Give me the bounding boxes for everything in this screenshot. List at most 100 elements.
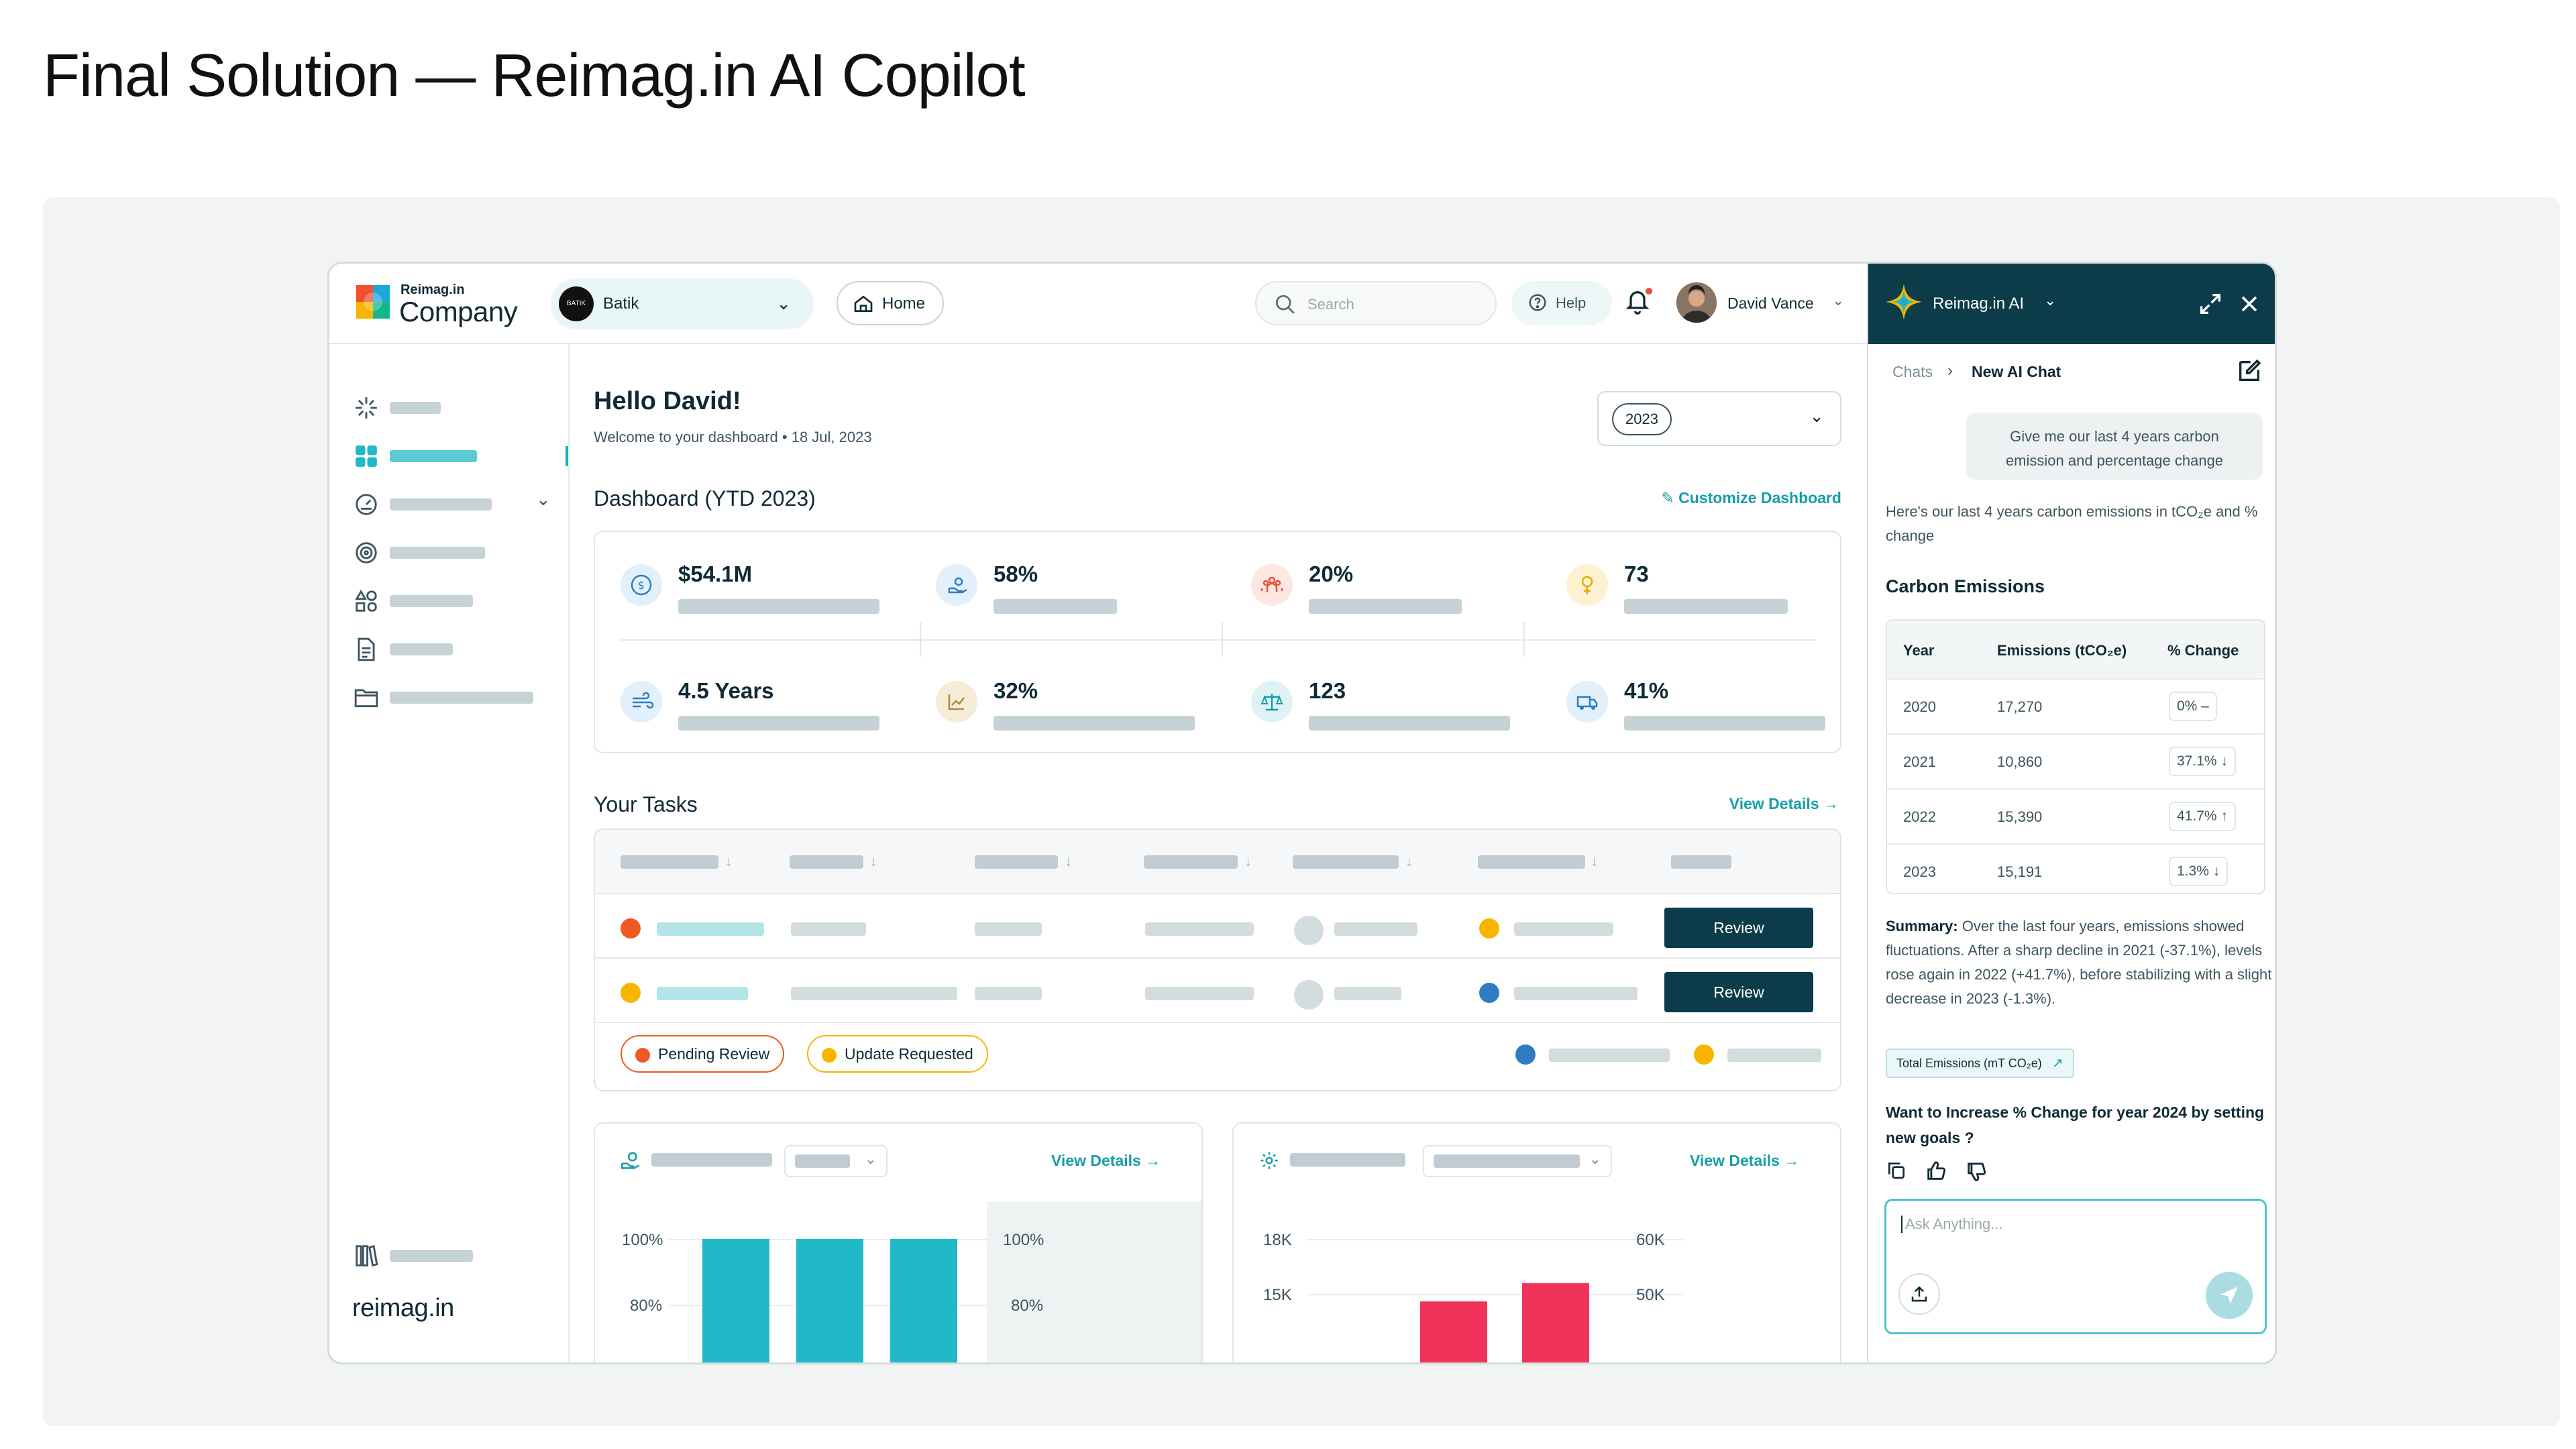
summary-label: Summary: [1886, 918, 1958, 934]
kpi-label-placeholder [678, 716, 879, 731]
column-header-change: % Change [2167, 642, 2239, 659]
legend-update-requested[interactable]: Update Requested [807, 1035, 988, 1073]
send-button[interactable] [2206, 1272, 2253, 1319]
chat-input-placeholder: Ask Anything... [1901, 1216, 2003, 1233]
kpi-divider [920, 622, 921, 657]
review-button[interactable]: Review [1664, 972, 1813, 1012]
upload-button[interactable] [1898, 1273, 1940, 1315]
expand-icon[interactable] [2197, 290, 2224, 317]
kpi-tile[interactable]: 58% [936, 552, 1218, 633]
tasks-title: Your Tasks [594, 792, 698, 816]
kpi-tile[interactable]: 20% [1251, 552, 1533, 633]
close-icon[interactable] [2236, 290, 2263, 317]
kpi-label-placeholder [994, 599, 1117, 614]
chart-card: ⌄ View Details → 18K 15K 60K 50K [1232, 1122, 1841, 1362]
column-header[interactable] [1293, 855, 1399, 869]
kpi-tile[interactable]: 32% [936, 669, 1218, 749]
kpi-tile[interactable]: 4.5 Years [621, 669, 902, 749]
hand-coins-icon [936, 564, 977, 606]
table-row[interactable]: Review [595, 959, 1840, 1023]
sidebar-item-placeholder [390, 498, 492, 511]
column-header[interactable] [621, 855, 718, 869]
document-status-icon [621, 918, 641, 938]
column-header[interactable] [975, 855, 1058, 869]
thumbs-up-icon[interactable] [1925, 1160, 1947, 1186]
cell-placeholder [975, 922, 1042, 936]
chevron-down-icon: ⌄ [1589, 1150, 1601, 1167]
home-button[interactable]: Home [837, 281, 944, 325]
kpi-tile[interactable]: 41% [1566, 669, 1848, 749]
sort-arrow-icon[interactable]: ↓ [1065, 853, 1072, 869]
copilot-title[interactable]: Reimag.in AI [1933, 294, 2025, 313]
kpi-tile[interactable]: $ $54.1M [621, 552, 902, 633]
chat-input[interactable]: Ask Anything... [1884, 1199, 2267, 1334]
sidebar-item-placeholder [390, 595, 473, 607]
sort-arrow-icon[interactable]: ↓ [725, 853, 733, 869]
sort-arrow-icon[interactable]: ↓ [1405, 853, 1413, 869]
new-chat-edit-icon[interactable] [2236, 358, 2263, 384]
column-header[interactable] [1144, 855, 1238, 869]
customize-dashboard-link[interactable]: ✎ Customize Dashboard [1662, 489, 1842, 507]
sidebar-active-indicator [566, 446, 568, 466]
breadcrumb-chats[interactable]: Chats [1892, 363, 1933, 380]
kpi-value: 41% [1624, 678, 1669, 703]
leaf-icon [1479, 918, 1499, 938]
sort-arrow-icon[interactable]: ↓ [1244, 853, 1252, 869]
notification-bell-icon[interactable] [1624, 286, 1651, 316]
sparkle-icon [356, 397, 377, 419]
sort-arrow-icon[interactable]: ↓ [870, 853, 877, 869]
wind-icon [621, 681, 662, 722]
female-icon [1566, 564, 1608, 606]
kpi-value: 73 [1624, 561, 1649, 586]
kpi-tile[interactable]: 123 [1251, 669, 1533, 749]
cell-placeholder [1145, 922, 1254, 936]
chevron-down-icon[interactable]: ⌄ [536, 489, 551, 509]
column-header[interactable] [790, 855, 863, 869]
kpi-tile[interactable]: 73 [1566, 552, 1848, 633]
legend-pending-review[interactable]: Pending Review [621, 1035, 785, 1073]
user-name[interactable]: David Vance [1727, 294, 1814, 312]
copy-icon[interactable] [1886, 1160, 1907, 1185]
notification-badge [1646, 288, 1652, 294]
thumbs-down-icon[interactable] [1965, 1160, 1988, 1186]
cell-placeholder [791, 922, 866, 936]
stacked-bar-chart [702, 1239, 957, 1362]
year-selector[interactable]: 2023 ⌄ [1597, 391, 1841, 446]
avatar[interactable] [1676, 282, 1717, 323]
home-icon [854, 295, 873, 312]
chart-view-details-link[interactable]: View Details → [1051, 1152, 1161, 1170]
user-menu-chevron-icon[interactable]: ⌄ [1832, 292, 1845, 309]
total-emissions-link-chip[interactable]: Total Emissions (mT CO₂e) ↗ [1886, 1049, 2074, 1078]
trend-chart-icon [936, 681, 977, 722]
sort-arrow-icon[interactable]: ↓ [1591, 853, 1598, 869]
chart-view-details-link[interactable]: View Details → [1690, 1152, 1799, 1170]
status-dot [635, 1048, 650, 1063]
help-button[interactable]: Help [1511, 281, 1612, 325]
search-icon [1275, 294, 1295, 314]
task-name-placeholder[interactable] [657, 987, 748, 1000]
table-row[interactable]: Review [595, 894, 1840, 959]
table-row: 2020 17,270 0% – [1887, 680, 2264, 735]
avatar [1294, 980, 1324, 1010]
search-input[interactable]: Search [1255, 281, 1497, 325]
y2-tick-label: 100% [1003, 1231, 1044, 1249]
change-chip: 1.3% ↓ [2169, 857, 2229, 886]
top-bar: Reimag.in Company BATIK Batik ⌄ Home Sea… [329, 264, 1867, 344]
task-name-placeholder[interactable] [657, 922, 764, 936]
ai-star-logo-icon [1886, 284, 1922, 320]
svg-text:$: $ [638, 579, 645, 592]
kpi-value: 20% [1309, 561, 1354, 586]
tasks-view-details-link[interactable]: View Details → [1729, 795, 1839, 813]
organization-selector[interactable]: BATIK Batik ⌄ [551, 278, 814, 329]
chevron-down-icon[interactable]: ⌄ [2044, 292, 2057, 309]
help-label: Help [1556, 294, 1587, 311]
review-button[interactable]: Review [1664, 908, 1813, 948]
column-header[interactable] [1478, 855, 1585, 869]
y-tick-label: 100% [622, 1231, 663, 1249]
organization-name: Batik [603, 294, 639, 313]
bar-segment-top [702, 1239, 769, 1362]
chart-filter-select[interactable]: ⌄ [784, 1145, 888, 1177]
kpi-label-placeholder [1309, 599, 1462, 614]
chart-filter-select[interactable]: ⌄ [1423, 1145, 1612, 1177]
welcome-line: Welcome to your dashboard • 18 Jul, 2023 [594, 429, 872, 446]
